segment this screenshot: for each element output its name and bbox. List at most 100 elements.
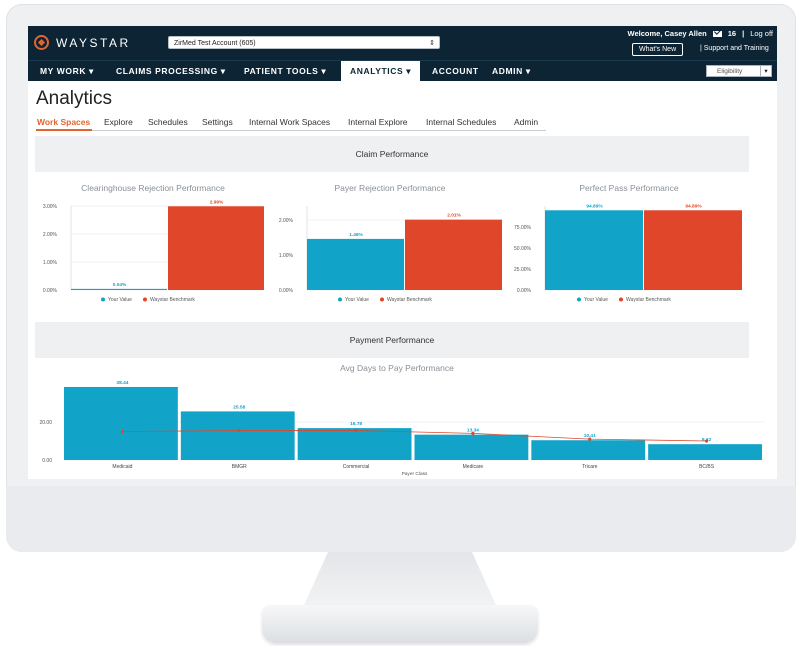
nav-analytics[interactable]: ANALYTICS ▾ <box>341 61 421 81</box>
nav-claims-processing-label: CLAIMS PROCESSING <box>116 66 218 76</box>
panel-clearinghouse: Clearinghouse Rejection Performance 3.00%… <box>35 178 272 314</box>
legend-your-value: Your Value <box>345 297 369 303</box>
bar-benchmark <box>405 219 502 290</box>
bar-value-label: 94.89% <box>586 203 603 209</box>
bar-value-label: 1.46% <box>349 232 363 238</box>
tab-explore[interactable]: Explore <box>104 117 133 127</box>
caret-down-icon: ▾ <box>89 66 94 76</box>
legend-your-value: Your Value <box>584 297 608 303</box>
bar-value-label: 10.41 <box>584 433 596 439</box>
payment-performance-header: Payment Performance <box>35 322 749 358</box>
y-tick-label: 75.00% <box>514 225 532 231</box>
bar <box>297 428 412 460</box>
bar-value-label: 25.58 <box>233 404 245 410</box>
subtabs-divider <box>36 130 546 131</box>
payer-rejection-chart: Payer Rejection Performance 2.00% 1.00% 0.0… <box>279 183 503 303</box>
bar <box>648 444 762 460</box>
welcome-text: Welcome, Casey Allen <box>627 29 707 38</box>
tab-internal-work-spaces[interactable]: Internal Work Spaces <box>249 117 331 127</box>
x-tick-label: Medicaid <box>112 464 132 470</box>
monitor-stand-neck <box>300 552 500 614</box>
bar-your-value <box>307 238 404 290</box>
legend-benchmark-icon <box>619 297 623 302</box>
tab-work-spaces[interactable]: Work Spaces <box>37 117 91 127</box>
days-to-pay-chart: Avg Days to Pay Performance 20.00 0.00 38.4… <box>39 363 765 477</box>
nav-my-work[interactable]: MY WORK ▾ <box>34 61 100 81</box>
bar-benchmark <box>644 210 742 290</box>
y-tick-label: 1.00% <box>279 253 294 259</box>
legend-your-value-icon <box>577 297 581 302</box>
nav-claims-processing[interactable]: CLAIMS PROCESSING ▾ <box>110 61 232 81</box>
y-tick-label: 3.00% <box>43 204 58 210</box>
bar-value-label: 2.01% <box>447 213 461 219</box>
x-tick-label: Tricare <box>582 464 598 470</box>
y-tick-label: 0.00% <box>43 288 58 294</box>
x-tick-label: BMGR <box>232 464 247 470</box>
nav-admin[interactable]: ADMIN ▾ <box>486 61 537 81</box>
active-tab-underline <box>36 129 92 131</box>
y-tick-label: 0.00% <box>517 288 532 294</box>
bar <box>64 386 178 460</box>
bar <box>414 434 529 460</box>
page-title: Analytics <box>36 88 113 109</box>
legend-benchmark-icon <box>143 297 147 302</box>
x-axis-label: Payer Class <box>402 471 428 477</box>
welcome-area: Welcome, Casey Allen 16 | Log off <box>588 29 773 38</box>
benchmark-point <box>704 439 709 443</box>
support-link-label: Support and Training <box>703 45 769 52</box>
tab-internal-schedules[interactable]: Internal Schedules <box>426 117 497 127</box>
logoff-link[interactable]: Log off <box>750 29 773 38</box>
bar-value-label: 2.99% <box>210 199 224 205</box>
bar <box>180 411 295 460</box>
legend-your-value: Your Value <box>108 297 132 303</box>
tab-schedules[interactable]: Schedules <box>148 117 188 127</box>
y-tick-label: 50.00% <box>514 246 532 252</box>
y-tick-label: 2.00% <box>279 218 294 224</box>
nav-my-work-label: MY WORK <box>40 66 87 76</box>
nav-account[interactable]: ACCOUNT <box>426 61 485 81</box>
bar-value-label: 38.44 <box>116 380 128 386</box>
support-link[interactable]: | Support and Training <box>700 45 769 52</box>
tab-internal-explore[interactable]: Internal Explore <box>348 117 408 127</box>
x-tick-label: Medicare <box>463 464 484 470</box>
whats-new-button[interactable]: What's New <box>632 43 684 56</box>
message-count[interactable]: 16 <box>727 29 737 38</box>
caret-down-icon: ▾ <box>220 66 226 76</box>
account-selector[interactable]: ZirMed Test Account (605) ⇕ <box>168 36 440 49</box>
bar-value-label: 94.89% <box>685 203 702 209</box>
monitor-chin <box>6 486 796 552</box>
benchmark-point <box>120 429 125 434</box>
claim-performance-header: Claim Performance <box>35 136 749 172</box>
bar <box>531 440 646 460</box>
bar-your-value <box>71 288 167 290</box>
clearinghouse-chart: Clearinghouse Rejection Performance 3.00%… <box>43 183 265 303</box>
eligibility-select-value: Eligibility <box>717 68 743 75</box>
top-header: WAYSTAR ZirMed Test Account (605) ⇕ Welc… <box>28 26 777 60</box>
x-tick-label: BC/BS <box>699 464 715 470</box>
chart-title: Perfect Pass Performance <box>579 183 678 193</box>
y-tick-label: 0.00% <box>279 288 294 294</box>
chart-title: Clearinghouse Rejection Performance <box>81 183 225 193</box>
bar-your-value <box>545 210 643 290</box>
legend-your-value-icon <box>101 297 105 302</box>
legend-benchmark-icon <box>380 297 384 302</box>
nav-patient-tools[interactable]: PATIENT TOOLS ▾ <box>238 61 332 81</box>
tab-admin[interactable]: Admin <box>514 117 539 127</box>
y-tick-label: 25.00% <box>514 267 532 273</box>
waystar-logo[interactable]: WAYSTAR <box>34 35 131 50</box>
monitor-stand-base <box>262 605 538 643</box>
eligibility-select[interactable]: Eligibility ▾ <box>706 65 772 77</box>
caret-down-icon: ▾ <box>406 66 412 76</box>
benchmark-line <box>122 430 707 442</box>
benchmark-point <box>237 428 241 433</box>
bar-benchmark <box>168 206 264 290</box>
y-tick-label: 2.00% <box>43 232 58 238</box>
bar-value-label: 0.04% <box>113 282 127 288</box>
mail-icon[interactable] <box>712 30 722 37</box>
nav-account-label: ACCOUNT <box>432 66 479 76</box>
panel-payer-rejection: Payer Rejection Performance 2.00% 1.00% 0.0… <box>271 178 510 314</box>
caret-down-icon: ▾ <box>525 66 531 76</box>
caret-down-icon: ▾ <box>321 66 327 76</box>
main-nav: MY WORK ▾ CLAIMS PROCESSING ▾ PATIENT TO… <box>28 60 777 81</box>
tab-settings[interactable]: Settings <box>202 117 233 127</box>
